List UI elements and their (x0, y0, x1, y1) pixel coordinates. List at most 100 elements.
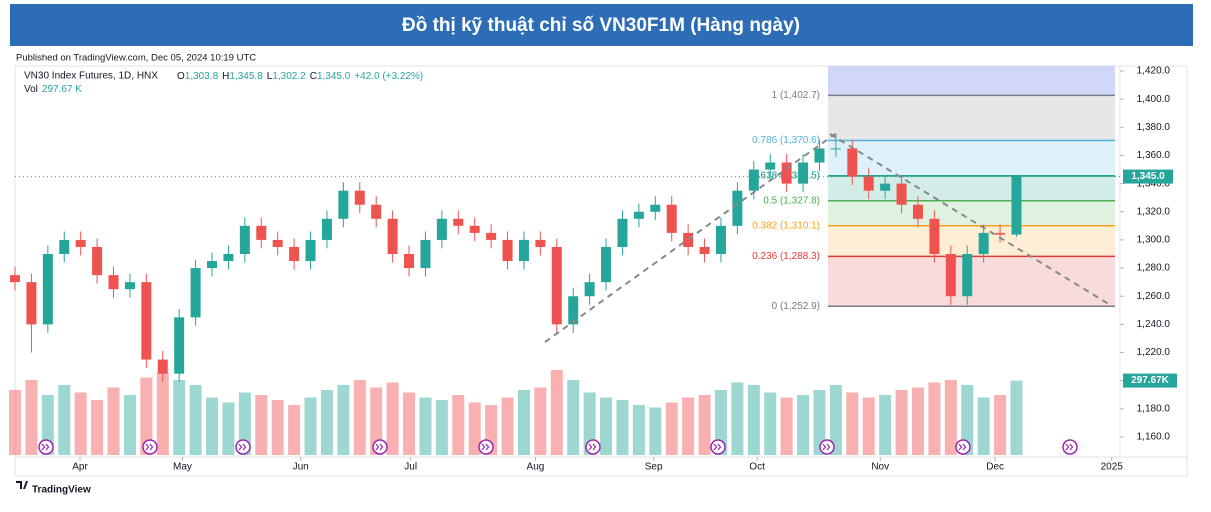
event-arrow (481, 443, 490, 451)
event-arrow (238, 443, 247, 451)
y-tick-label: 1,340.0 (1137, 178, 1171, 189)
x-tick-label: Dec (986, 462, 1004, 473)
candle-body (371, 204, 382, 219)
candle-body (732, 190, 743, 226)
candle-body (748, 169, 759, 191)
y-tick-label: 1,360.0 (1137, 150, 1171, 161)
volume-bar (813, 390, 826, 455)
y-tick-label: 1,180.0 (1137, 403, 1171, 414)
event-circle (585, 439, 601, 455)
candle-body (469, 225, 480, 233)
x-tick-label: Jun (293, 462, 309, 473)
event-arrow (375, 443, 384, 451)
volume-bar (977, 397, 990, 455)
y-tick-label: 1,280.0 (1137, 263, 1171, 274)
volume-bar (764, 392, 777, 455)
event-arrow (822, 443, 831, 451)
candle-body (59, 239, 70, 254)
volume-bar (698, 395, 711, 455)
candle-body (453, 218, 464, 226)
volume-bar (419, 397, 432, 455)
event-icon (955, 439, 971, 455)
candle-body (256, 225, 267, 240)
brand: TradingView (32, 485, 91, 496)
event-arrow (958, 443, 967, 451)
candle-body (633, 211, 644, 219)
candle-body (190, 268, 201, 318)
volume-bar (255, 395, 268, 455)
symbol: VN30 Index Futures, 1D, HNX (24, 71, 158, 82)
volume-bar (944, 380, 957, 455)
y-tick-label: 1,420.0 (1137, 66, 1171, 77)
logo (16, 481, 28, 489)
volume-bar (780, 397, 793, 455)
ohlc-token: C (310, 71, 317, 82)
fib-label: 0.786 (1,370.6) (752, 135, 820, 146)
ohlc-token: 1,345.0 (317, 71, 351, 82)
ohlc-token: 1,345.8 (229, 71, 263, 82)
volume-bar (632, 405, 645, 455)
volume-bar (189, 385, 202, 455)
ohlc-token: L (267, 71, 273, 82)
candle-body (518, 239, 529, 262)
volume-bar (534, 387, 547, 455)
volume-bar (58, 385, 71, 455)
trend-line (829, 133, 1113, 307)
volume-bar (206, 397, 219, 455)
volume-bar (156, 372, 169, 455)
volume-bar (9, 390, 21, 455)
volume-bar (140, 377, 153, 455)
candle-body (305, 239, 316, 262)
candle-body (568, 296, 579, 325)
candle-body (141, 282, 152, 360)
last-volume-box (1123, 373, 1177, 388)
event-icon (478, 439, 494, 455)
vol-token: 297.67 K (42, 84, 82, 95)
x-tick-label: Jul (404, 462, 417, 473)
fib-label: 0.382 (1,310.1) (752, 220, 820, 231)
ohlc-token: O (177, 71, 185, 82)
candle-body (617, 218, 628, 247)
event-icon (819, 439, 835, 455)
x-tick-label: Aug (527, 462, 545, 473)
volume-bar (879, 395, 892, 455)
candle-body (387, 218, 398, 254)
candle-body (896, 183, 907, 205)
candle-body (26, 282, 37, 325)
candle-body (10, 275, 20, 283)
candle-body (174, 317, 185, 374)
volume-bar (353, 380, 366, 455)
candle-body (354, 190, 365, 205)
candle-body (699, 246, 710, 254)
event-arrow (588, 443, 597, 451)
chart-title: Đồ thị kỹ thuật chỉ số VN30F1M (Hàng ngà… (402, 15, 800, 36)
volume-bar (25, 380, 38, 455)
volume-bar (271, 400, 284, 455)
candle-body (404, 254, 415, 269)
event-circle (710, 439, 726, 455)
event-circle (142, 439, 158, 455)
y-tick-label: 1,260.0 (1137, 291, 1171, 302)
x-tick-label: Oct (749, 462, 765, 473)
candle-body (42, 254, 53, 325)
x-tick-label: 2025 (1101, 462, 1124, 473)
candle-body (995, 232, 1006, 235)
volume-bar (320, 390, 333, 455)
volume-bar (682, 397, 695, 455)
volume-bar (288, 405, 301, 455)
candle-body (814, 148, 825, 163)
volume-bar (714, 390, 727, 455)
last-price-label: 1,345.0 (1131, 171, 1165, 182)
event-icon (142, 439, 158, 455)
y-tick-label: 1,220.0 (1137, 347, 1171, 358)
volume-bar (452, 395, 465, 455)
candle-body (223, 254, 234, 262)
fib-label: 1 (1,402.7) (772, 90, 820, 101)
volume-bar (928, 382, 941, 455)
candle-body (551, 246, 562, 325)
volume-bar (337, 385, 350, 455)
event-circle (1062, 439, 1078, 455)
candle-body (108, 275, 119, 290)
volume-bar (74, 392, 87, 455)
